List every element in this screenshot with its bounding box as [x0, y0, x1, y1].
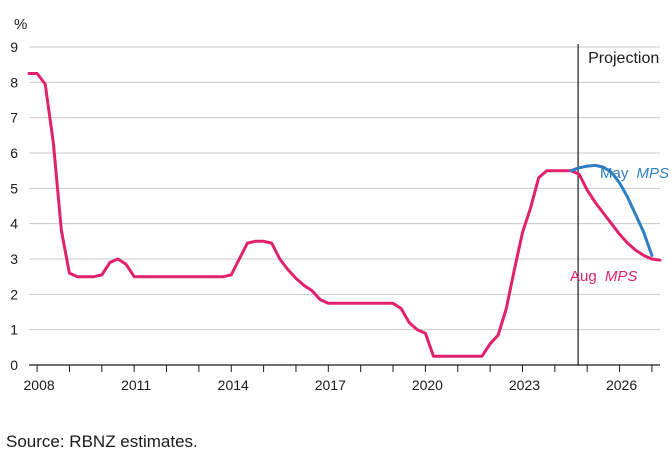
legend-may-mps: May MPS	[600, 165, 669, 182]
projection-label: Projection	[588, 50, 659, 67]
y-tick-label: 6	[10, 145, 18, 161]
legend-may-italic: MPS	[637, 165, 670, 182]
x-tick-label: 2014	[218, 377, 249, 393]
y-tick-label: 3	[10, 251, 18, 267]
y-tick-label: 2	[10, 286, 18, 302]
x-tick-label: 2020	[412, 377, 443, 393]
legend-may-plain: May	[600, 165, 629, 182]
x-axis: 2008 2011 2014 2017 2020 2023 2026	[24, 365, 653, 393]
y-axis-ticks: 0 1 2 3 4 5 6 7 8 9	[10, 39, 18, 373]
y-tick-label: 4	[10, 216, 18, 232]
y-tick-label: 5	[10, 180, 18, 196]
x-tick-label: 2017	[315, 377, 346, 393]
gridlines	[29, 46, 660, 366]
series-line-aug-mps	[27, 72, 662, 358]
y-tick-label: 0	[10, 357, 18, 373]
x-tick-label: 2023	[509, 377, 540, 393]
source-note: Source: RBNZ estimates.	[6, 432, 198, 451]
y-tick-label: 1	[10, 322, 18, 338]
series-lines	[27, 72, 662, 358]
legend-aug-mps: Aug MPS	[570, 268, 637, 285]
x-tick-label: 2008	[24, 377, 55, 393]
x-tick-label: 2026	[606, 377, 637, 393]
y-tick-label: 7	[10, 110, 18, 126]
x-tick-label: 2011	[121, 377, 151, 393]
series-line-may-mps	[569, 163, 654, 257]
legend-aug-italic: MPS	[605, 268, 638, 285]
y-tick-label: 8	[10, 74, 18, 90]
y-tick-label: 9	[10, 39, 18, 55]
y-axis-label: %	[14, 16, 27, 33]
legend-aug-plain: Aug	[570, 268, 597, 285]
